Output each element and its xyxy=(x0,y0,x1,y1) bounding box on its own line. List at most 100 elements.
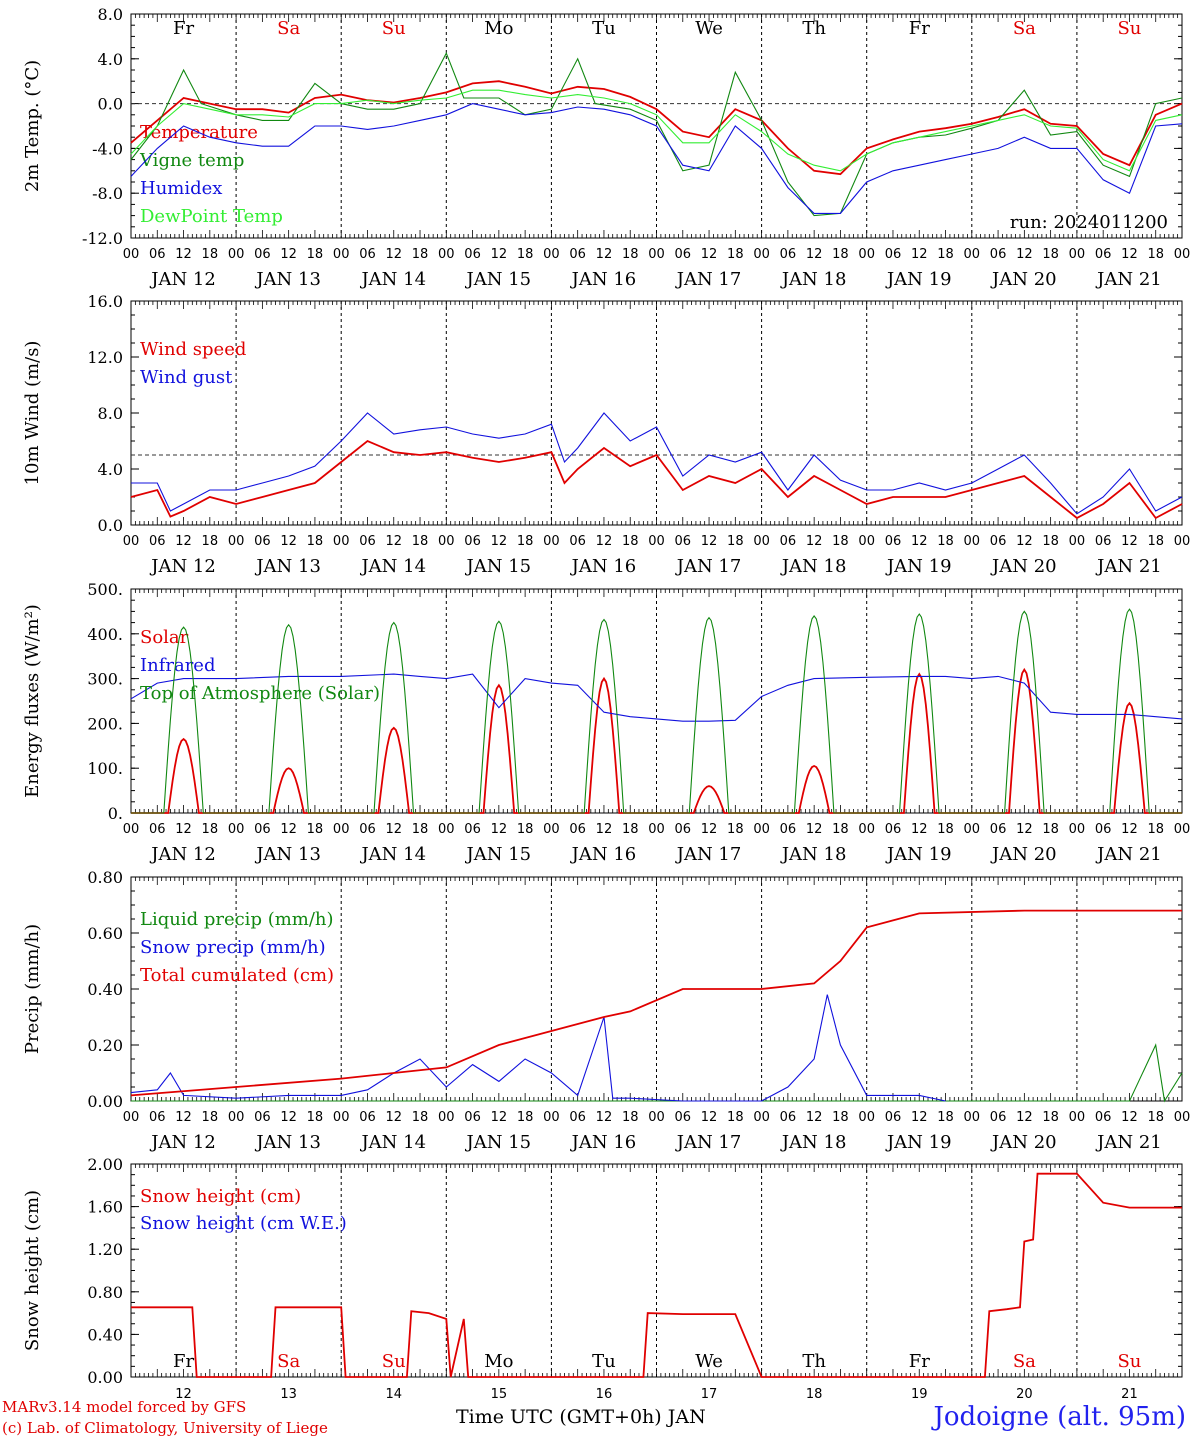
hour-label: 00 xyxy=(858,247,875,262)
hour-label: 06 xyxy=(254,822,271,837)
hour-label: 12 xyxy=(491,247,508,262)
hour-label: 06 xyxy=(149,1110,166,1125)
hour-label: 06 xyxy=(780,1110,797,1125)
hour-label: 12 xyxy=(701,1110,718,1125)
hour-label: 06 xyxy=(1095,534,1112,549)
series-wind-speed xyxy=(130,439,1183,520)
date-label: JAN 21 xyxy=(1095,1132,1162,1153)
date-label: JAN 19 xyxy=(885,269,952,290)
day-abbr-top: Sa xyxy=(277,18,300,39)
y-tick-label: 0.80 xyxy=(87,868,123,887)
day-number: 15 xyxy=(491,1387,508,1402)
legend-entry: Wind speed xyxy=(140,339,246,360)
date-label: JAN 19 xyxy=(885,844,952,865)
hour-label: 12 xyxy=(911,534,928,549)
hour-label: 18 xyxy=(202,247,219,262)
hour-label: 18 xyxy=(517,247,534,262)
hour-label: 18 xyxy=(937,534,954,549)
date-label: JAN 16 xyxy=(570,844,637,865)
series-total-cumulated-cm- xyxy=(130,909,1182,1097)
date-label: JAN 15 xyxy=(465,556,532,577)
hour-label: 00 xyxy=(543,247,560,262)
legend-entry: Infrared xyxy=(140,655,215,676)
hour-label: 06 xyxy=(569,247,586,262)
hour-label: 12 xyxy=(175,822,192,837)
series-infrared xyxy=(130,673,1183,722)
hour-label: 06 xyxy=(675,1110,692,1125)
hour-label: 00 xyxy=(964,822,981,837)
date-label: JAN 15 xyxy=(465,269,532,290)
series-wind-gust xyxy=(131,412,1183,515)
hour-label: 06 xyxy=(885,247,902,262)
hour-label: 00 xyxy=(123,822,140,837)
y-tick-label: 300. xyxy=(87,670,123,689)
legend-entry: Liquid precip (mm/h) xyxy=(140,909,334,930)
hour-label: 12 xyxy=(1016,247,1033,262)
y-tick-label: 8.0 xyxy=(98,5,123,24)
hour-label: 12 xyxy=(596,534,613,549)
hour-label: 06 xyxy=(254,247,271,262)
hour-label: 18 xyxy=(622,822,639,837)
hour-label: 06 xyxy=(780,247,797,262)
date-label: JAN 12 xyxy=(149,556,216,577)
date-label: JAN 21 xyxy=(1095,556,1162,577)
hour-label: 06 xyxy=(1095,822,1112,837)
date-label: JAN 18 xyxy=(780,844,847,865)
hour-label: 06 xyxy=(780,534,797,549)
day-number: 16 xyxy=(596,1387,613,1402)
hour-label: 06 xyxy=(780,822,797,837)
hour-label: 00 xyxy=(964,1110,981,1125)
hour-label: 18 xyxy=(937,1110,954,1125)
legend-entry: Snow height (cm) xyxy=(140,1186,301,1207)
day-number: 21 xyxy=(1121,1387,1138,1402)
series-liquid-precip-mm-h- xyxy=(131,1043,1183,1103)
series-temperature xyxy=(130,80,1183,176)
hour-label: 00 xyxy=(964,247,981,262)
series-snow-precip-mm-h- xyxy=(130,994,946,1102)
hour-label: 00 xyxy=(964,534,981,549)
hour-label: 18 xyxy=(517,1110,534,1125)
hour-label: 06 xyxy=(675,822,692,837)
hour-label: 12 xyxy=(596,1110,613,1125)
hour-label: 06 xyxy=(254,534,271,549)
day-number: 18 xyxy=(806,1387,823,1402)
hour-label: 12 xyxy=(280,822,297,837)
hour-label: 00 xyxy=(1174,822,1191,837)
hour-label: 12 xyxy=(385,822,402,837)
day-abbr-top: Fr xyxy=(909,18,930,39)
y-tick-label: 0.0 xyxy=(98,516,123,535)
y-tick-label: 4.0 xyxy=(98,50,123,69)
hour-label: 18 xyxy=(832,247,849,262)
date-label: JAN 20 xyxy=(990,844,1057,865)
day-abbr-top: Su xyxy=(382,18,406,39)
y-tick-label: 1.20 xyxy=(87,1240,123,1259)
hour-label: 18 xyxy=(1147,822,1164,837)
y-tick-label: 8.0 xyxy=(98,404,123,423)
hour-label: 18 xyxy=(1147,247,1164,262)
day-number: 13 xyxy=(280,1387,297,1402)
hour-label: 18 xyxy=(202,1110,219,1125)
day-abbr-bottom: We xyxy=(695,1351,723,1372)
legend-entry: Solar xyxy=(140,627,189,648)
hour-label: 12 xyxy=(175,1110,192,1125)
hour-label: 00 xyxy=(1174,534,1191,549)
date-label: JAN 13 xyxy=(254,844,321,865)
hour-label: 18 xyxy=(202,822,219,837)
hour-label: 12 xyxy=(1121,822,1138,837)
hour-label: 18 xyxy=(1147,1110,1164,1125)
hour-label: 06 xyxy=(990,534,1007,549)
hour-label: 12 xyxy=(596,822,613,837)
hour-label: 06 xyxy=(1095,247,1112,262)
hour-label: 00 xyxy=(858,534,875,549)
hour-label: 18 xyxy=(307,822,324,837)
hour-label: 12 xyxy=(701,822,718,837)
hour-label: 12 xyxy=(491,1110,508,1125)
hour-label: 00 xyxy=(228,1110,245,1125)
y-tick-label: 4.0 xyxy=(98,460,123,479)
y-tick-label: 12.0 xyxy=(87,348,123,367)
hour-label: 12 xyxy=(806,534,823,549)
day-abbr-bottom: Fr xyxy=(173,1351,194,1372)
hour-label: 12 xyxy=(1016,822,1033,837)
series-top-of-atmosphere-solar- xyxy=(131,608,1182,814)
day-abbr-top: Tu xyxy=(592,18,616,39)
